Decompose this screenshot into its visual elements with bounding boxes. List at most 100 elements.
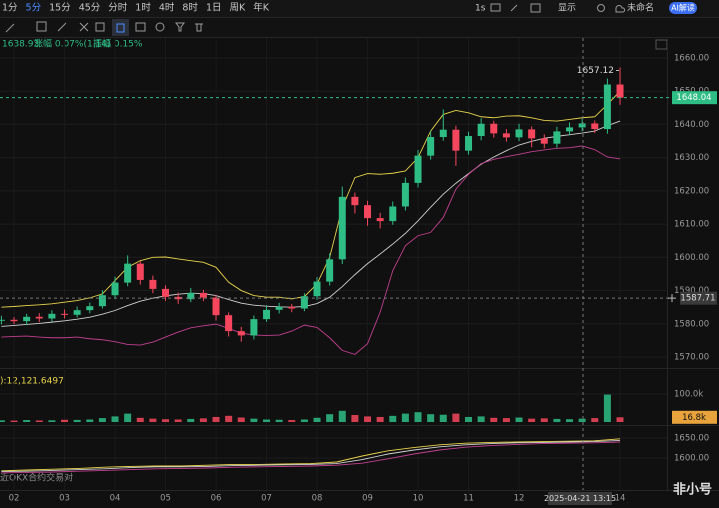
tool-active-bg: [112, 19, 129, 36]
candle-body: [591, 123, 599, 130]
timeframe-button[interactable]: 15分: [49, 3, 71, 14]
volume-bar: [376, 416, 384, 422]
x-tick-label: 14: [615, 494, 626, 504]
indicator-line: [1, 439, 621, 473]
last-price-tag: [672, 91, 717, 105]
indicator-tick-label: 1650.00: [674, 434, 709, 444]
timeframe-button[interactable]: 45分: [79, 3, 101, 14]
tool-eye[interactable]: [155, 22, 165, 32]
tool-note[interactable]: [135, 22, 146, 32]
settings-icon[interactable]: [597, 4, 605, 12]
timeframe-button[interactable]: 5分: [26, 3, 42, 14]
camera-icon[interactable]: [490, 3, 501, 12]
volume-bar: [540, 418, 548, 422]
crosshair-time: 2025-04-21 13:15: [544, 494, 616, 503]
volume-bar: [401, 413, 409, 422]
candle-body: [566, 127, 574, 132]
cloud-icon[interactable]: [615, 4, 625, 13]
tool-line[interactable]: [5, 23, 15, 33]
drawing-tools: [5, 19, 203, 36]
volume-bar: [73, 419, 81, 422]
edit-icon[interactable]: [510, 4, 518, 12]
candle-body: [174, 296, 182, 300]
watermark: 非小号: [673, 482, 712, 498]
candle-body: [351, 196, 359, 206]
x-tick-label: 05: [160, 494, 171, 504]
info-amplitude: 振幅 0.15%: [93, 38, 143, 50]
info-change: 涨幅 0.07%(1.14): [34, 38, 111, 50]
volume-bar: [389, 415, 397, 422]
candle-body: [528, 129, 536, 139]
crosshair-price-label: 1587.71: [680, 294, 715, 304]
crosshair-time-box: [548, 492, 612, 505]
volume-bar: [250, 418, 258, 422]
volume-bar: [86, 419, 94, 422]
candle-body: [124, 263, 132, 283]
candle-body: [73, 310, 81, 315]
volume-bar: [490, 417, 498, 422]
layout-icon[interactable]: [530, 3, 541, 13]
volume-bar: [578, 418, 586, 422]
volume-bar: [48, 420, 56, 422]
timeframe-button[interactable]: 1分: [2, 3, 18, 14]
high-label: 1657.12: [577, 66, 614, 76]
x-tick-label: 06: [211, 494, 222, 504]
candle-body: [48, 313, 56, 319]
plot: 1570.00 1580.00 1590.00 1600.00 1610.00 1620.…: [0, 38, 717, 504]
tool-shape[interactable]: [36, 21, 47, 32]
speed[interactable]: 1s: [475, 4, 486, 14]
volume-bar: [326, 414, 334, 422]
volume-bar: [616, 417, 624, 422]
tool-filter[interactable]: [175, 22, 185, 32]
candle-body: [199, 292, 207, 298]
candle-body: [61, 313, 69, 315]
y-tick-label: 1640.00: [674, 120, 709, 130]
candle-body: [149, 279, 157, 289]
volume-bar: [0, 420, 5, 422]
volume-bar: [23, 420, 31, 422]
tool-delete[interactable]: [195, 23, 203, 32]
timeframe-button[interactable]: 周K: [229, 3, 246, 14]
volume-bar: [98, 418, 106, 422]
candle-body: [237, 331, 245, 336]
timeframe-button[interactable]: 4时: [159, 2, 175, 14]
volume-bar: [477, 416, 485, 422]
timeframe-button[interactable]: 1时: [135, 2, 151, 14]
timeframe-button[interactable]: 1日: [206, 3, 222, 14]
ai-label[interactable]: AI解读: [671, 3, 695, 13]
layout-name[interactable]: 未命名: [627, 2, 654, 14]
indicator-line: [1, 441, 621, 474]
volume-label: ):12,121.6497: [0, 377, 64, 387]
volume-bar: [439, 414, 447, 422]
timeframe-button[interactable]: 8时: [182, 2, 198, 14]
volume-bar: [111, 416, 119, 422]
tool-lock[interactable]: [116, 23, 125, 33]
x-tick-label: 03: [59, 494, 70, 504]
tool-fib[interactable]: [79, 22, 89, 32]
crosshair-price-tag: [680, 291, 717, 305]
tool-measure[interactable]: [95, 22, 105, 32]
ai-button[interactable]: [669, 2, 697, 14]
candle-body: [250, 319, 258, 336]
volume-bar: [124, 413, 132, 422]
volume-bar: [515, 417, 523, 422]
volume-bar: [174, 419, 182, 422]
candle-body: [23, 316, 31, 322]
volume-bar: [313, 417, 321, 422]
volume-bar: [465, 416, 473, 422]
volume-bar: [263, 419, 271, 422]
display-button[interactable]: 显示: [558, 3, 576, 14]
volume-bar: [149, 418, 157, 422]
timeframe-button[interactable]: 分时: [108, 2, 128, 14]
candle-body: [338, 196, 346, 260]
tool-pen[interactable]: [57, 22, 67, 32]
volume-bar: [275, 419, 283, 422]
volume-bar: [603, 394, 611, 422]
candle-body: [111, 282, 119, 296]
timeframe-button[interactable]: 年K: [253, 2, 270, 14]
candle-body: [364, 205, 372, 219]
x-tick-label: 10: [413, 494, 424, 504]
candle-body: [212, 297, 220, 316]
volume-bar: [35, 420, 43, 422]
candle-body: [275, 306, 283, 310]
